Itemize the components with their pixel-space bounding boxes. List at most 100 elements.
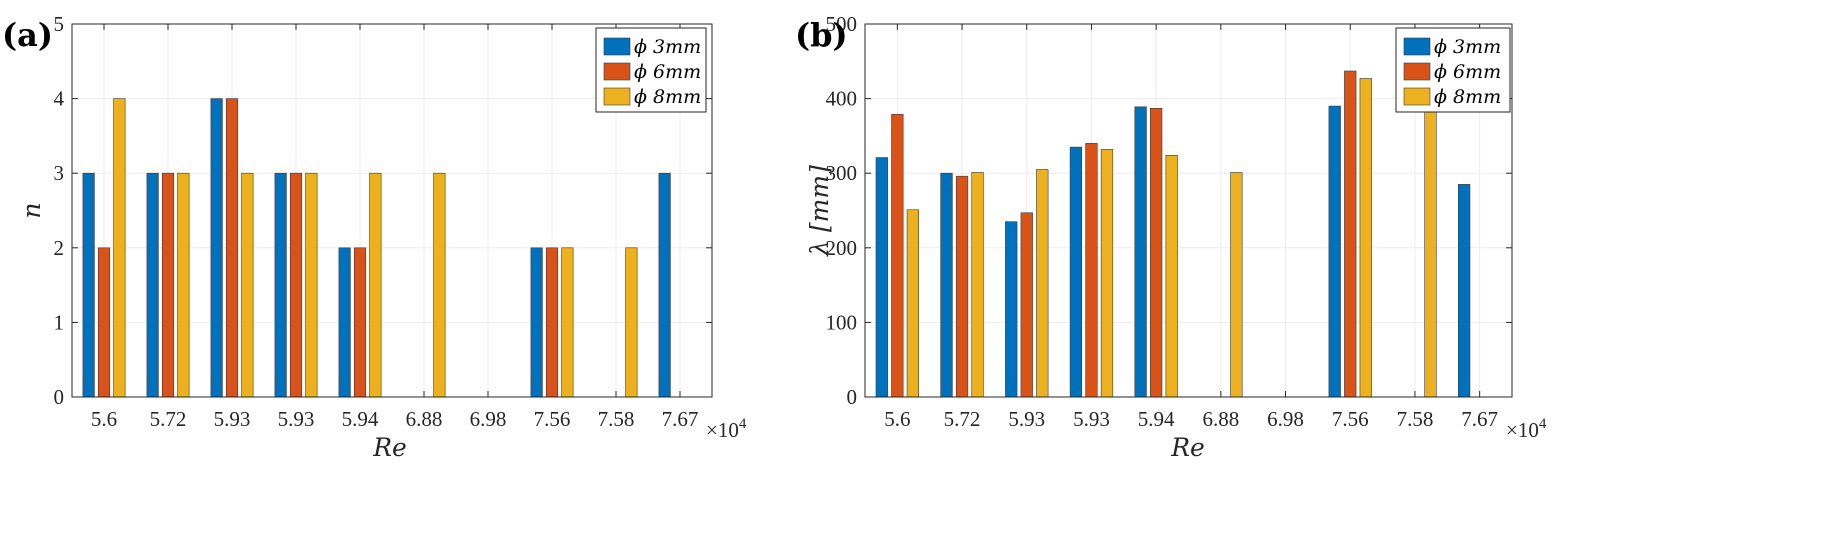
bar-3-2 [241,172,254,398]
legend-swatch-3 [603,87,631,106]
y-tick-label: 4 [54,87,65,111]
bar-3-3 [305,172,318,398]
bar-2-7 [545,247,559,398]
x-tick-label: 5.93 [1073,407,1110,431]
x-tick-label: 5.6 [884,407,910,431]
x-tick-label: 7.56 [534,407,571,431]
x-tick-label: 7.58 [598,407,635,431]
bar-3-0 [113,98,126,398]
x-tick-label: 6.88 [406,407,443,431]
legend: ϕ 3mm ϕ 6mm ϕ 8mm [1395,27,1511,113]
bar-2-4 [353,247,367,398]
x-tick-label: 5.6 [91,407,117,431]
x-tick-label: 7.67 [1461,407,1498,431]
bar-1-4 [338,247,351,398]
bar-2-0 [891,113,904,398]
bar-1-4 [1134,106,1147,398]
y-tick-label: 5 [54,12,65,36]
x-tick-label: 6.98 [1267,407,1304,431]
bar-2-4 [1150,107,1163,398]
bar-3-4 [369,172,382,398]
bar-1-1 [146,172,159,398]
x-tick-label: 6.88 [1202,407,1239,431]
legend-swatch-3 [1403,87,1431,106]
bar-3-5 [433,172,446,398]
y-tick-label: 500 [826,12,858,36]
x-tick-label: 7.67 [662,407,699,431]
legend-swatch-2 [1403,62,1431,81]
bar-3-8 [625,247,638,398]
panel-label: (a) [2,16,53,54]
bar-3-8 [1424,102,1437,398]
legend-swatch-1 [603,37,631,56]
x-tick-label: 5.93 [1008,407,1045,431]
bar-3-1 [971,172,984,398]
y-tick-label: 0 [54,385,65,409]
bar-2-7 [1344,70,1357,398]
bar-1-0 [82,172,95,398]
axes-frame [864,23,1513,398]
x-tick-label: 5.72 [150,407,187,431]
bar-2-2 [225,98,239,398]
bar-3-7 [1359,78,1372,398]
legend-label-3: ϕ 8mm [634,86,701,108]
chart-panel-b: 0 100 200 300 400 500 5.6 5.72 5.93 5.93 5.94 6.88 6… [795,12,1547,462]
x-tick-label: 5.94 [1138,407,1175,431]
bar-1-1 [940,172,953,398]
bar-2-3 [289,172,303,398]
bar-1-9 [658,172,671,398]
y-tick-label: 200 [826,236,858,260]
chart-panel-a: 0 1 2 3 4 5 5.6 5.72 5.93 5.93 5.94 6.88 6.98 7.56 7.5… [2,12,747,462]
bar-2-1 [955,175,969,398]
y-tick-label: 100 [826,310,858,334]
x-tick-label: 5.94 [342,407,379,431]
bar-1-2 [1005,221,1018,398]
bar-3-2 [1036,169,1049,398]
legend-label-2: ϕ 6mm [1434,61,1501,83]
bar-2-0 [97,247,111,398]
legend-label-1: ϕ 3mm [1434,36,1501,58]
legend-swatch-2 [603,62,631,81]
x-tick-label: 5.93 [214,407,251,431]
bar-3-0 [906,209,920,398]
legend-label-1: ϕ 3mm [634,36,701,58]
y-tick-label: 400 [826,87,858,111]
legend-label-3: ϕ 8mm [1434,86,1501,108]
x-exponent-base: ×10 [1506,418,1539,442]
bar-2-3 [1085,143,1098,398]
bar-1-0 [875,157,888,398]
legend: ϕ 3mm ϕ 6mm ϕ 8mm [595,27,707,113]
bar-1-2 [210,98,223,398]
y-tick-label: 1 [54,310,65,334]
bar-1-7 [530,247,543,398]
x-axis-label: Re [372,433,407,462]
bar-3-5 [1230,172,1243,398]
bar-3-1 [177,172,190,398]
x-tick-label: 7.56 [1332,407,1369,431]
x-tick-label: 6.98 [470,407,507,431]
y-tick-label: 0 [847,385,858,409]
x-axis-exponent: ×104 [706,416,747,442]
x-axis-exponent: ×104 [1506,416,1547,442]
bar-2-1 [161,172,175,398]
y-axis-label: λ [mm] [805,165,834,257]
x-exponent-power: 4 [739,416,747,432]
x-tick-label: 7.58 [1397,407,1434,431]
bar-1-3 [1069,146,1083,398]
bar-1-9 [1457,184,1471,398]
x-exponent-base: ×10 [706,418,739,442]
x-tick-label: 5.93 [278,407,315,431]
bar-1-7 [1328,105,1341,398]
bar-3-3 [1100,149,1114,398]
y-tick-label: 3 [54,161,65,185]
bar-1-3 [274,172,287,398]
y-axis-label: n [17,202,46,218]
legend-label-2: ϕ 6mm [634,61,701,83]
y-tick-label: 300 [826,161,858,185]
bar-3-4 [1165,154,1178,398]
legend-swatch-1 [1403,37,1431,56]
x-tick-label: 5.72 [944,407,981,431]
x-axis-label: Re [1170,433,1205,462]
panel-label: (b) [795,16,848,54]
